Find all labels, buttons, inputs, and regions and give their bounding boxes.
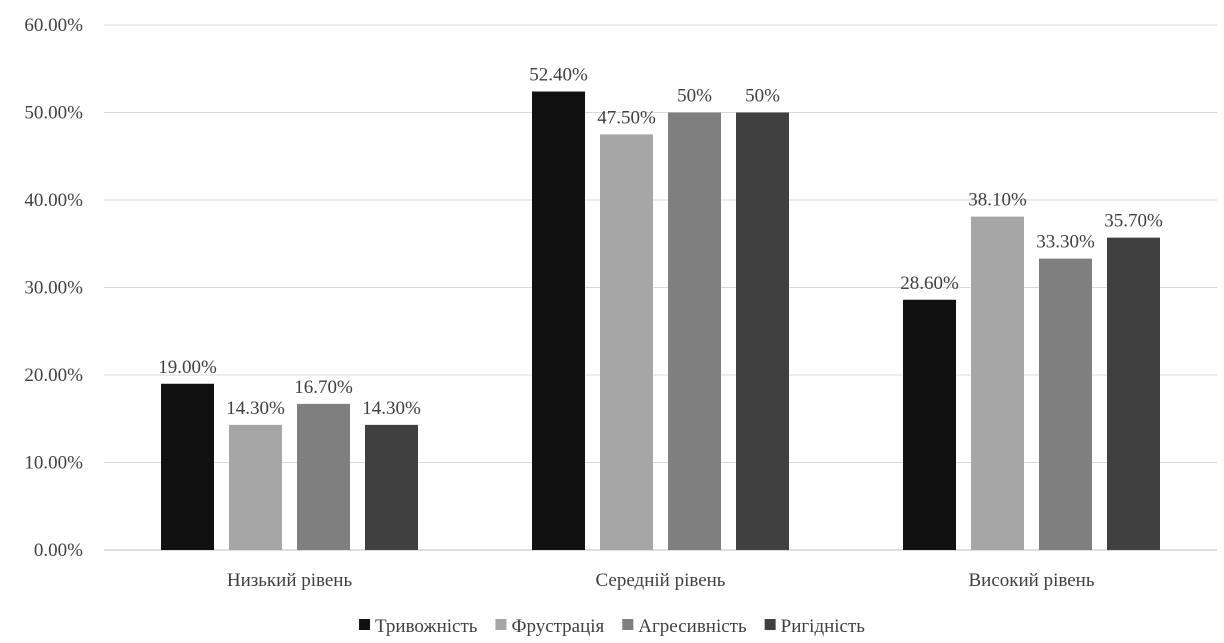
bar: [971, 216, 1024, 550]
data-label: 19.00%: [158, 357, 217, 378]
y-tick-label: 10.00%: [24, 453, 83, 474]
legend-swatch: [764, 619, 776, 630]
bar: [297, 403, 350, 550]
data-label: 50%: [677, 86, 712, 107]
legend-label: Фрустрація: [511, 616, 604, 637]
data-label: 52.40%: [529, 65, 588, 86]
legend-label: Ригідність: [781, 616, 866, 637]
bar: [161, 383, 214, 550]
bar: [365, 424, 418, 550]
data-labels: 19.00% 14.30% 16.70% 14.30% 52.40% 47.50% 50% 5…: [158, 65, 1163, 419]
x-category-label: Середній рівень: [596, 570, 726, 591]
y-tick-label: 0.00%: [34, 540, 83, 561]
legend-label: Агресивність: [638, 616, 747, 637]
data-label: 47.50%: [597, 107, 656, 128]
data-label: 14.30%: [362, 398, 421, 419]
y-tick-label: 60.00%: [24, 15, 83, 36]
legend-swatch: [495, 619, 507, 630]
y-tick-label: 30.00%: [24, 278, 83, 299]
legend-swatch: [622, 619, 634, 630]
bar: [1107, 237, 1160, 550]
data-label: 33.30%: [1036, 232, 1095, 253]
data-label: 38.10%: [968, 190, 1027, 211]
bars: [161, 91, 1160, 550]
data-label: 14.30%: [226, 398, 285, 419]
y-tick-label: 20.00%: [24, 365, 83, 386]
bar: [668, 112, 721, 550]
y-axis-tick-labels: 0.00% 10.00% 20.00% 30.00% 40.00% 50.00% 60.00…: [24, 15, 83, 561]
gridlines: [104, 24, 1217, 551]
bar: [600, 134, 653, 550]
bar: [1039, 258, 1092, 550]
y-tick-label: 50.00%: [24, 103, 83, 124]
x-category-label: Низький рівень: [227, 570, 353, 591]
data-label: 28.60%: [900, 273, 959, 294]
x-category-label: Високий рівень: [969, 570, 1095, 591]
bar: [229, 424, 282, 550]
data-label: 16.70%: [294, 377, 353, 398]
bar: [532, 91, 585, 550]
legend-label: Тривожність: [375, 616, 478, 637]
legend: Тривожність Фрустрація Агресивність Ригідні…: [359, 616, 865, 637]
legend-swatch: [359, 619, 371, 630]
y-tick-label: 40.00%: [24, 190, 83, 211]
x-axis-category-labels: Низький рівень Середній рівень Високий рів…: [227, 570, 1095, 591]
data-label: 50%: [745, 86, 780, 107]
data-label: 35.70%: [1104, 211, 1163, 232]
bar: [736, 112, 789, 550]
bar: [903, 299, 956, 550]
